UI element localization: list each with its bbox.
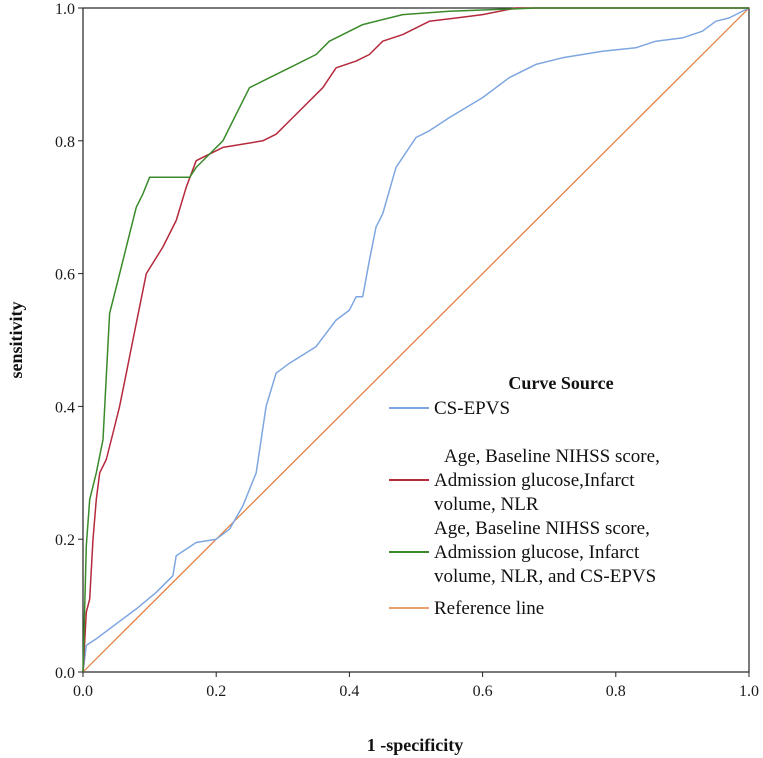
series-line-1: [82, 7, 749, 673]
legend-entry-text: Admission glucose, Infarct: [434, 542, 640, 563]
series-line-0: [82, 7, 750, 673]
y-tick-label: 0.0: [55, 665, 75, 682]
y-tick-label: 1.0: [55, 1, 75, 18]
y-tick-label: 0.2: [55, 532, 75, 549]
legend: Curve Source CS-EPVS Age, Baseline NIHSS …: [389, 373, 660, 619]
legend-entry-text: CS-EPVS: [434, 398, 510, 419]
y-axis-title: sensitivity: [6, 301, 26, 378]
legend-entry-text: Age, Baseline NIHSS score,: [434, 518, 650, 539]
legend-entry-text: Reference line: [434, 598, 544, 619]
plot-area: [82, 7, 750, 673]
series-line-3: [82, 7, 750, 673]
y-axis-ticks: 0.0 0.2 0.4 0.6 0.8 1.0: [55, 1, 83, 682]
x-tick-label: 0.2: [206, 683, 226, 700]
y-tick-label: 0.8: [55, 134, 75, 151]
y-tick-label: 0.4: [55, 399, 75, 416]
plot-frame: [82, 7, 750, 673]
legend-entry-text: volume, NLR: [434, 494, 539, 515]
legend-entry-text: Age, Baseline NIHSS score,: [444, 446, 660, 467]
x-tick-label: 0.6: [473, 683, 493, 700]
series-line-2: [82, 7, 749, 673]
y-tick-label: 0.6: [55, 267, 75, 284]
x-axis-ticks: 0.0 0.2 0.4 0.6 0.8 1.0: [73, 672, 759, 700]
x-tick-label: 0.4: [339, 683, 359, 700]
legend-entry-text: Admission glucose,Infarct: [434, 470, 635, 491]
x-tick-label: 1.0: [739, 683, 759, 700]
x-tick-label: 0.0: [73, 683, 93, 700]
x-axis-title: 1 -specificity: [367, 735, 463, 755]
series-layer: [82, 7, 750, 673]
legend-title: Curve Source: [508, 373, 613, 393]
x-tick-label: 0.8: [606, 683, 626, 700]
legend-entry-text: volume, NLR, and CS-EPVS: [434, 566, 656, 587]
